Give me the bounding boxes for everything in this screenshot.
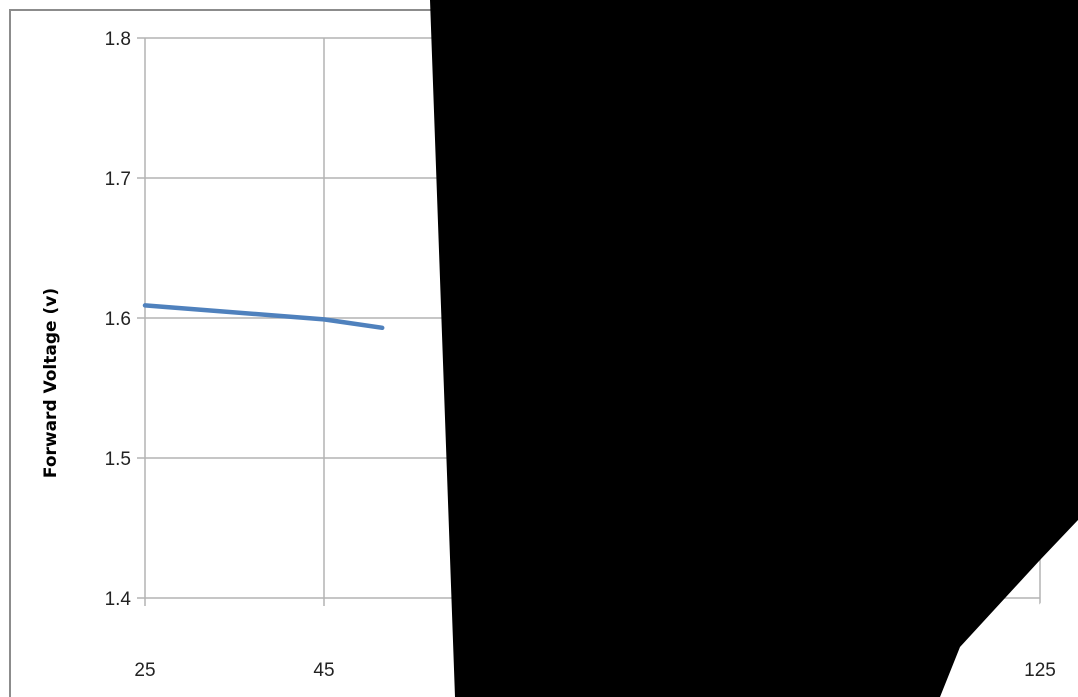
y-tick-label: 1.8 [105, 29, 131, 50]
white-diagonal-stripe [955, 562, 1078, 697]
occlusion-layer [430, 0, 1078, 697]
series-layer [142, 303, 385, 331]
x-tick-label-right: 125 [1024, 660, 1056, 681]
y-tick-label: 1.7 [105, 169, 131, 190]
axis-ticks: 1.4 1.5 1.6 1.7 1.8 25 45 [105, 29, 335, 681]
y-tick-label: 1.6 [105, 309, 131, 330]
black-occluding-shape [430, 0, 1078, 697]
y-tick-label: 1.4 [105, 589, 132, 610]
x-tick-label: 45 [313, 660, 334, 681]
y-axis-title: Forward Voltage (v) [41, 288, 61, 478]
x-tick-label: 25 [134, 660, 155, 681]
y-tick-label: 1.5 [105, 449, 131, 470]
series-line [142, 303, 385, 331]
